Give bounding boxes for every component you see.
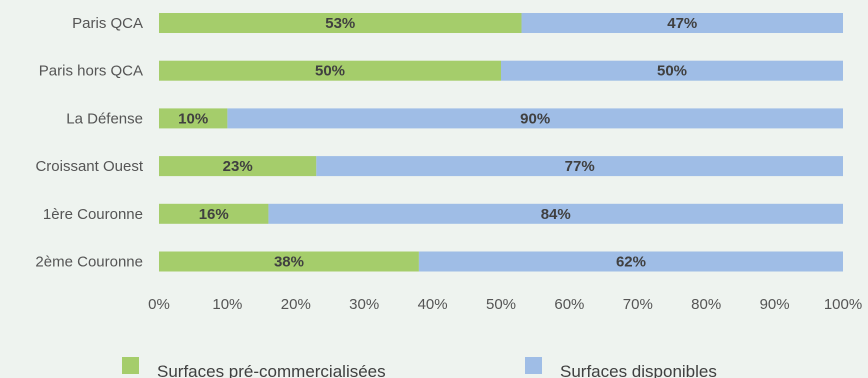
bar-surfaces-pre-commercialisees-la-defense xyxy=(159,108,228,129)
x-tick-label-80: 80% xyxy=(691,296,721,313)
data-label-surfaces-disponibles-2eme-couronne: 62% xyxy=(616,254,646,271)
bar-surfaces-disponibles-croissant-ouest xyxy=(316,156,843,177)
data-label-surfaces-disponibles-la-defense: 90% xyxy=(520,110,550,127)
bar-surfaces-pre-commercialisees-paris-hors-qca xyxy=(159,60,501,81)
data-label-surfaces-pre-commercialisees-croissant-ouest: 23% xyxy=(223,158,253,175)
category-labels: Paris QCA Paris hors QCA La Défense Croissa… xyxy=(35,15,143,271)
x-tick-label-70: 70% xyxy=(623,296,653,313)
category-label-paris-hors-qca: Paris hors QCA xyxy=(39,63,143,80)
category-label-la-defense: La Défense xyxy=(66,110,143,127)
category-label-paris-qca: Paris QCA xyxy=(72,15,143,32)
x-tick-label-60: 60% xyxy=(554,296,584,313)
bar-surfaces-pre-commercialisees-1ere-couronne xyxy=(159,203,269,224)
x-tick-label-100: 100% xyxy=(824,296,862,313)
bar-surfaces-pre-commercialisees-2eme-couronne xyxy=(159,251,419,272)
data-label-surfaces-pre-commercialisees-paris-hors-qca: 50% xyxy=(315,63,345,80)
bar-surfaces-disponibles-2eme-couronne xyxy=(418,251,843,272)
data-label-surfaces-pre-commercialisees-1ere-couronne: 16% xyxy=(199,206,229,223)
bar-surfaces-disponibles-la-defense xyxy=(227,108,843,129)
category-label-1ere-couronne: 1ère Couronne xyxy=(43,206,143,223)
category-label-croissant-ouest: Croissant Ouest xyxy=(35,158,143,175)
x-tick-label-40: 40% xyxy=(418,296,448,313)
bar-surfaces-pre-commercialisees-croissant-ouest xyxy=(159,156,317,177)
legend-label-surfaces-disponibles: Surfaces disponibles xyxy=(560,362,717,378)
bar-surfaces-pre-commercialisees-paris-qca xyxy=(159,13,522,33)
x-tick-label-90: 90% xyxy=(760,296,790,313)
x-tick-label-50: 50% xyxy=(486,296,516,313)
legend-swatch-surfaces-pre-commercialisees xyxy=(122,357,139,374)
bar-surfaces-disponibles-paris-qca xyxy=(521,13,843,33)
x-tick-label-30: 30% xyxy=(349,296,379,313)
data-label-surfaces-pre-commercialisees-2eme-couronne: 38% xyxy=(274,254,304,271)
category-label-2eme-couronne: 2ème Couronne xyxy=(35,254,143,271)
legend: Surfaces pré-commercialisées Surfaces dis… xyxy=(122,357,717,378)
bars-layer xyxy=(159,13,843,272)
data-label-surfaces-pre-commercialisees-la-defense: 10% xyxy=(178,110,208,127)
data-label-surfaces-pre-commercialisees-paris-qca: 53% xyxy=(325,15,355,32)
x-tick-label-10: 10% xyxy=(212,296,242,313)
x-tick-label-0: 0% xyxy=(148,296,170,313)
x-tick-label-20: 20% xyxy=(281,296,311,313)
data-labels: 53% 47% 50% 50% 10% 90% 23% 77% 16% 84% 38% 62% xyxy=(178,15,697,271)
bar-surfaces-disponibles-1ere-couronne xyxy=(268,203,843,224)
legend-label-surfaces-pre-commercialisees: Surfaces pré-commercialisées xyxy=(157,362,386,378)
x-axis-ticks: 0% 10% 20% 30% 40% 50% 60% 70% 80% 90% 100% xyxy=(148,296,862,313)
bar-surfaces-disponibles-paris-hors-qca xyxy=(501,60,843,81)
data-label-surfaces-disponibles-paris-hors-qca: 50% xyxy=(657,63,687,80)
data-label-surfaces-disponibles-paris-qca: 47% xyxy=(667,15,697,32)
data-label-surfaces-disponibles-croissant-ouest: 77% xyxy=(565,158,595,175)
data-label-surfaces-disponibles-1ere-couronne: 84% xyxy=(541,206,571,223)
legend-swatch-surfaces-disponibles xyxy=(525,357,542,374)
